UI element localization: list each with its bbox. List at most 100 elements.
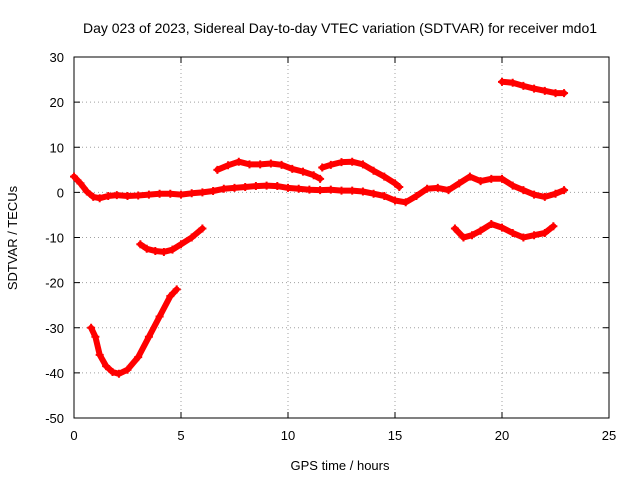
- data-point: [112, 191, 121, 200]
- data-point: [391, 179, 399, 188]
- data-point: [450, 224, 459, 233]
- data-point: [76, 179, 85, 188]
- data-point: [309, 171, 318, 180]
- data-point: [560, 186, 569, 195]
- data-point: [108, 367, 117, 376]
- data-point: [219, 184, 228, 193]
- data-point: [155, 189, 164, 198]
- data-point: [540, 192, 549, 201]
- data-point: [395, 182, 404, 191]
- data-point: [151, 247, 160, 256]
- data-point: [104, 191, 113, 200]
- data-point: [530, 84, 539, 93]
- data-point: [168, 245, 177, 254]
- data-point: [251, 182, 260, 191]
- data-point: [177, 190, 185, 199]
- data-point: [187, 189, 196, 198]
- data-point: [487, 219, 496, 228]
- data-point: [530, 231, 539, 240]
- y-tick-label: -30: [45, 321, 64, 336]
- y-tick-label: 10: [50, 140, 64, 155]
- data-point: [224, 161, 233, 170]
- data-point: [508, 78, 517, 87]
- data-point: [294, 184, 303, 193]
- axis-ticks: 0 5 10 15 20 25 -50 -40 -30 -20 -10 0 10 20 30: [45, 50, 616, 443]
- data-point: [87, 323, 96, 332]
- chart-title: Day 023 of 2023, Sidereal Day-to-day VTE…: [83, 20, 597, 36]
- data-point: [412, 191, 421, 200]
- data-point: [198, 224, 207, 233]
- data-point: [318, 163, 327, 172]
- data-point: [198, 188, 207, 197]
- data-point: [476, 177, 485, 186]
- data-point: [316, 174, 325, 183]
- x-axis-label: GPS time / hours: [291, 458, 390, 473]
- data-point: [277, 160, 286, 169]
- data-point: [256, 160, 265, 169]
- data-point: [423, 184, 432, 193]
- data-point: [487, 174, 496, 183]
- x-tick-label: 15: [388, 428, 402, 443]
- series-line-arc-2: [88, 286, 180, 377]
- data-point: [273, 182, 282, 191]
- x-tick-label: 20: [495, 428, 509, 443]
- data-point: [549, 222, 558, 231]
- data-point: [234, 157, 243, 166]
- data-point: [230, 183, 239, 192]
- data-point: [444, 186, 453, 195]
- data-point: [498, 174, 506, 183]
- data-point: [134, 353, 143, 362]
- data-point: [209, 187, 218, 196]
- data-point: [155, 312, 164, 321]
- x-tick-label: 25: [602, 428, 616, 443]
- data-series: [70, 77, 569, 378]
- data-point: [241, 182, 250, 191]
- data-point: [114, 369, 123, 378]
- data-point: [551, 189, 560, 198]
- data-point: [540, 228, 549, 237]
- data-point: [337, 186, 346, 195]
- data-point: [508, 181, 517, 190]
- data-point: [326, 185, 335, 194]
- data-point: [348, 186, 357, 195]
- data-point: [455, 179, 464, 188]
- data-point: [142, 244, 151, 253]
- data-point: [498, 223, 506, 232]
- data-point: [560, 89, 569, 98]
- data-point: [89, 192, 98, 201]
- y-tick-label: 0: [57, 185, 64, 200]
- data-point: [298, 167, 307, 176]
- data-point: [465, 172, 474, 181]
- data-point: [172, 285, 181, 294]
- data-point: [213, 165, 222, 174]
- x-tick-label: 10: [281, 428, 295, 443]
- data-point: [91, 332, 100, 341]
- y-axis-label: SDTVAR / TECUs: [5, 185, 20, 290]
- data-point: [262, 181, 271, 190]
- data-point: [551, 89, 560, 98]
- data-point: [136, 240, 145, 249]
- data-point: [82, 187, 91, 196]
- data-point: [70, 172, 78, 181]
- data-point: [476, 226, 485, 235]
- data-point: [369, 166, 378, 175]
- y-tick-label: -40: [45, 366, 64, 381]
- data-point: [540, 86, 549, 95]
- data-point: [459, 233, 468, 242]
- data-point: [166, 189, 175, 198]
- data-point: [337, 158, 346, 167]
- data-point: [326, 160, 335, 169]
- x-tick-label: 0: [70, 428, 77, 443]
- data-point: [519, 81, 528, 90]
- data-point: [358, 187, 367, 196]
- data-point: [177, 240, 185, 249]
- data-point: [288, 164, 297, 173]
- data-point: [401, 198, 410, 207]
- data-point: [123, 365, 132, 374]
- data-point: [102, 362, 111, 371]
- grid: [74, 57, 609, 418]
- x-tick-label: 5: [177, 428, 184, 443]
- data-point: [159, 247, 168, 256]
- data-point: [519, 233, 528, 242]
- data-point: [391, 196, 399, 205]
